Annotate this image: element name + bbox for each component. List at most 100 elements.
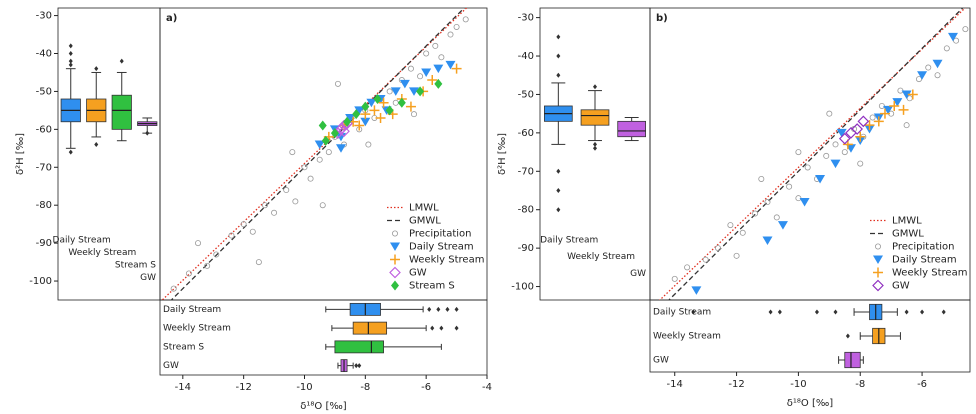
y-axis-label: δ²H [‰] — [15, 133, 26, 175]
flier — [556, 34, 561, 40]
precip-point — [185, 270, 192, 277]
box — [844, 351, 861, 369]
daily-point — [932, 59, 943, 69]
y-tick-label: -90 — [36, 238, 52, 249]
plot-area — [161, 8, 469, 300]
daily-point — [314, 140, 325, 150]
weekly-point — [427, 75, 438, 86]
flier — [833, 309, 838, 315]
flier — [68, 51, 73, 57]
precip-point — [752, 210, 759, 217]
box-label: Daily Stream — [653, 308, 711, 318]
precip-point — [316, 156, 323, 163]
daily-point — [830, 159, 841, 169]
flier — [445, 306, 450, 312]
gw-point — [338, 125, 350, 138]
legend-label: GMWL — [892, 229, 924, 240]
gw-point — [335, 123, 347, 136]
box-label: Weekly Stream — [163, 324, 231, 334]
precip-point — [943, 45, 950, 52]
flier — [439, 325, 444, 331]
flier — [691, 309, 696, 315]
precip-point — [170, 285, 177, 292]
precip-point — [903, 122, 910, 129]
y-tick-label: -90 — [518, 243, 534, 254]
weekly-point — [354, 120, 365, 131]
weekly-point — [405, 101, 416, 112]
precip-point — [213, 251, 220, 258]
legend-label: GW — [409, 268, 427, 279]
precip-point — [447, 31, 454, 38]
y-tick-label: -50 — [518, 89, 534, 100]
flier — [94, 66, 99, 72]
daily-point — [901, 90, 912, 99]
y-tick-label: -40 — [36, 49, 52, 60]
flier — [904, 309, 909, 315]
precip-point — [702, 256, 709, 263]
flier — [145, 130, 150, 136]
precip-point — [432, 42, 439, 49]
precip-point — [249, 228, 256, 235]
weekly-point — [451, 63, 462, 74]
daily-point — [892, 98, 903, 107]
x-axis-label: δ¹⁸O [‰] — [787, 398, 834, 409]
legend-label: Daily Stream — [409, 242, 474, 253]
legend-label: LMWL — [409, 203, 439, 214]
precip-point — [289, 149, 296, 156]
x-tick-label: -12 — [728, 379, 744, 390]
daily-point — [421, 68, 432, 77]
box-label: Stream S — [115, 261, 156, 271]
legend-key — [872, 279, 884, 292]
legend-key — [873, 267, 883, 278]
precip-point — [962, 26, 969, 33]
daily-point — [691, 286, 702, 295]
gw-point — [851, 123, 863, 135]
precip-point — [934, 72, 941, 79]
precip-point — [438, 54, 445, 61]
flier — [357, 363, 362, 369]
precip-point — [365, 141, 372, 148]
daily-point — [836, 128, 847, 138]
ref-line — [170, 8, 466, 300]
x-tick-label: -6 — [421, 382, 431, 393]
daily-point — [762, 236, 773, 245]
x-tick-label: -10 — [790, 379, 806, 390]
legend-key — [875, 243, 882, 250]
precip-point — [423, 50, 430, 57]
y-tick-label: -70 — [518, 166, 534, 177]
legend-label: Daily Stream — [892, 255, 957, 266]
box — [111, 94, 132, 130]
precip-point — [325, 149, 332, 156]
y-tick-label: -100 — [511, 282, 534, 293]
precip-point — [386, 88, 393, 95]
x-tick-label: -12 — [235, 382, 251, 393]
flier — [920, 309, 925, 315]
precip-point — [417, 73, 424, 80]
streams-point — [434, 78, 443, 89]
legend-label: GMWL — [409, 216, 441, 227]
gw-point — [857, 115, 870, 128]
weekly-point — [889, 100, 900, 111]
precip-point — [758, 175, 765, 182]
daily-point — [390, 87, 401, 96]
box-label: Weekly Stream — [567, 252, 635, 262]
precip-point — [841, 149, 848, 156]
daily-point — [777, 221, 788, 230]
box-label: Daily Stream — [53, 236, 111, 246]
precip-point — [292, 198, 299, 205]
box-label: GW — [630, 269, 646, 279]
weekly-point — [855, 131, 866, 142]
legend-key — [873, 255, 883, 264]
box-label: Daily Stream — [163, 305, 221, 315]
flier — [354, 363, 359, 369]
flier — [427, 306, 432, 312]
panel-label: b) — [656, 13, 668, 24]
weekly-point — [879, 108, 890, 119]
precip-point — [684, 264, 691, 271]
daily-point — [445, 60, 456, 70]
streams-point — [321, 135, 330, 146]
precip-point — [462, 16, 469, 23]
flier — [68, 43, 73, 49]
flier — [768, 309, 773, 315]
box-label: GW — [140, 273, 156, 283]
